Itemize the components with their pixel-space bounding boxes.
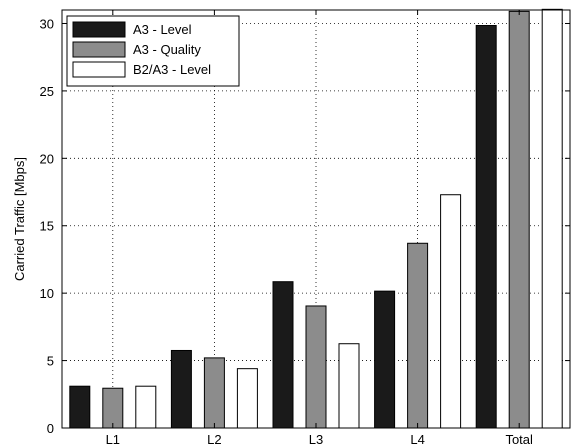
- plot-frame: [61, 9, 571, 429]
- y-tick-label: 30: [40, 16, 54, 31]
- legend: A3 - Level A3 - Quality B2/A3 - Level: [66, 15, 240, 87]
- bar-total-series-3: [541, 8, 563, 429]
- bar-total-series-2: [508, 10, 530, 429]
- bar-l4-series-3: [440, 194, 462, 429]
- x-tick-label: L2: [207, 432, 221, 447]
- bar-l2-series-2: [203, 357, 225, 429]
- legend-label: A3 - Quality: [133, 42, 201, 57]
- bar-l3-series-3: [338, 343, 360, 429]
- y-tick-label: 25: [40, 84, 54, 99]
- axes: [61, 9, 571, 429]
- y-tick-label: 15: [40, 219, 54, 234]
- bars: [69, 8, 563, 429]
- bar-l1-series-2: [102, 387, 124, 429]
- y-tick-label: 5: [47, 354, 54, 369]
- bar-l1-series-3: [135, 385, 157, 429]
- x-tick-label: L1: [106, 432, 120, 447]
- tick-labels: 0 5 10 15 20 25 30 L1 L2 L3 L4 Total: [40, 16, 534, 447]
- legend-swatch: [72, 61, 126, 78]
- y-axis-label: Carried Traffic [Mbps]: [12, 157, 27, 281]
- y-tick-label: 20: [40, 151, 54, 166]
- bar-l2-series-1: [170, 349, 192, 429]
- legend-swatch: [72, 41, 126, 58]
- bar-l2-series-3: [236, 368, 258, 429]
- bar-l1-series-1: [69, 385, 91, 429]
- legend-label: A3 - Level: [133, 22, 192, 37]
- y-tick-label: 0: [47, 421, 54, 436]
- bar-l4-series-2: [407, 242, 429, 429]
- x-tick-label: L4: [410, 432, 424, 447]
- x-tick-label: Total: [505, 432, 533, 447]
- y-tick-label: 10: [40, 286, 54, 301]
- legend-swatch: [72, 21, 126, 38]
- x-tick-label: L3: [309, 432, 323, 447]
- bar-total-series-1: [475, 25, 497, 429]
- legend-label: B2/A3 - Level: [133, 62, 211, 77]
- bar-l3-series-2: [305, 305, 327, 429]
- bar-l3-series-1: [272, 281, 294, 429]
- bar-l4-series-1: [374, 290, 396, 429]
